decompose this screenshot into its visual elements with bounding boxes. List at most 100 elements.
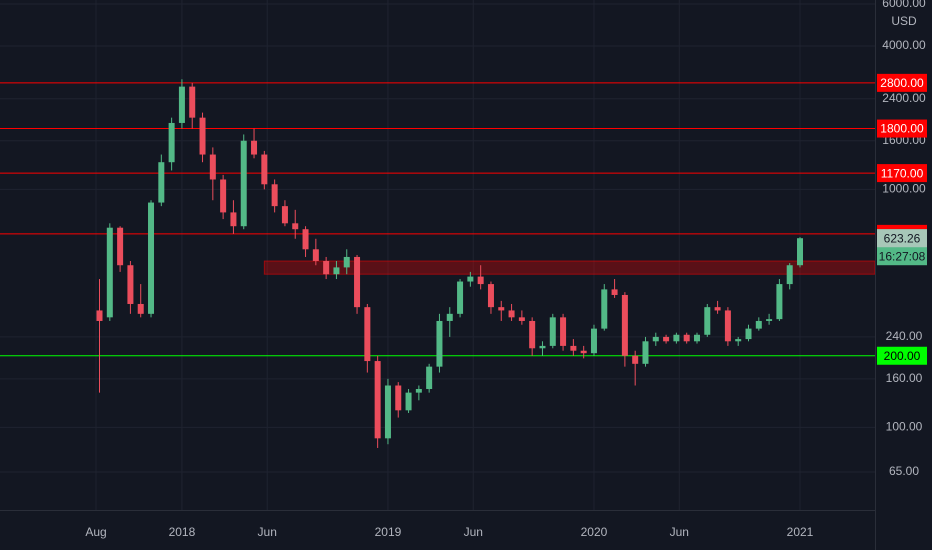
candle-body — [549, 317, 556, 346]
candle-body — [137, 303, 144, 314]
candle-body — [570, 345, 577, 351]
candle-body — [302, 229, 309, 250]
candle-body — [415, 389, 422, 393]
candle-body — [333, 267, 340, 275]
level-label-box — [877, 164, 927, 183]
last-price-inner — [877, 229, 927, 248]
candle-body — [148, 202, 155, 314]
countdown-label: 16:27:08 — [879, 249, 926, 263]
candle-body — [735, 339, 742, 342]
candle-body — [632, 355, 639, 364]
candle-body — [797, 238, 804, 266]
candle-body — [693, 334, 700, 342]
candle-body — [199, 117, 206, 155]
candle-body — [271, 184, 278, 207]
candle-body — [230, 212, 237, 227]
level-label-box — [877, 73, 927, 92]
candle-body — [209, 154, 216, 180]
x-tick-label: Jun — [670, 525, 689, 539]
candle-body — [354, 256, 361, 308]
candle-body — [178, 86, 185, 123]
currency-label: USD — [891, 14, 917, 28]
candle-body — [642, 341, 649, 364]
x-tick-label: 2021 — [787, 525, 814, 539]
y-tick-label: 2400.00 — [882, 91, 926, 105]
candle-body — [405, 392, 412, 411]
x-tick-label: 2020 — [581, 525, 608, 539]
candle-body — [436, 320, 443, 367]
x-tick-label: 2019 — [375, 525, 402, 539]
candle-body — [487, 284, 494, 308]
candle-body — [683, 334, 690, 342]
candle-body — [127, 265, 134, 304]
candle-body — [251, 140, 258, 155]
candle-body — [281, 206, 288, 224]
candle-body — [673, 334, 680, 342]
candle-body — [529, 320, 536, 349]
candle-body — [704, 307, 711, 335]
candle-body — [446, 313, 453, 321]
candle-body — [457, 281, 464, 314]
y-tick-label: 4000.00 — [882, 38, 926, 52]
candle-body — [498, 307, 505, 311]
candle-body — [374, 361, 381, 439]
y-tick-label: 1000.00 — [882, 182, 926, 196]
candle-body — [601, 289, 608, 329]
level-label: 2800.00 — [880, 76, 924, 90]
candle-body — [518, 317, 525, 321]
candle-body — [611, 289, 618, 295]
candle-body — [776, 284, 783, 320]
candle-body — [663, 336, 670, 342]
time-axis — [0, 510, 875, 550]
candle-body — [652, 336, 659, 342]
x-tick-label: Jun — [258, 525, 277, 539]
level-label: 1170.00 — [881, 166, 924, 180]
level-label: 200.00 — [884, 349, 921, 363]
level-label-box — [877, 119, 927, 138]
candle-body — [343, 256, 350, 268]
candle-body — [714, 307, 721, 311]
candle-body — [467, 276, 474, 282]
candle-body — [395, 385, 402, 411]
candle-body — [323, 261, 330, 275]
candle-body — [117, 227, 124, 266]
candle-body — [508, 310, 515, 318]
candle-body — [312, 249, 319, 262]
candle-body — [539, 345, 546, 349]
candle-body — [766, 319, 773, 321]
candle-body — [621, 294, 628, 356]
x-tick-label: Aug — [85, 525, 106, 539]
candle-body — [477, 276, 484, 285]
candle-body — [261, 154, 268, 185]
candle-body — [426, 366, 433, 390]
x-tick-label: Jun — [464, 525, 483, 539]
candle-body — [220, 179, 227, 213]
candle-body — [168, 122, 175, 163]
candle-body — [158, 162, 165, 203]
last-price-label: 623.26 — [884, 231, 921, 245]
candle-body — [590, 328, 597, 354]
y-tick-label: 65.00 — [889, 464, 919, 478]
candle-body — [240, 140, 247, 227]
x-tick-label: 2018 — [169, 525, 196, 539]
candle-body — [786, 265, 793, 285]
y-tick-label: 160.00 — [886, 371, 923, 385]
level-label-box — [877, 346, 927, 365]
candle-body — [384, 385, 391, 439]
candle-body — [724, 310, 731, 342]
level-label: 1800.00 — [880, 122, 924, 136]
candle-body — [580, 350, 587, 354]
candle-body — [745, 328, 752, 340]
y-tick-label: 240.00 — [886, 329, 923, 343]
candle-body — [106, 227, 113, 318]
candle-body — [292, 223, 299, 230]
y-tick-label: 100.00 — [886, 420, 923, 434]
candle-body — [189, 86, 196, 118]
candle-body — [96, 310, 103, 321]
candle-body — [755, 320, 762, 329]
candle-body — [364, 307, 371, 362]
candle-body — [560, 317, 567, 346]
y-tick-label: 6000.00 — [882, 0, 926, 10]
